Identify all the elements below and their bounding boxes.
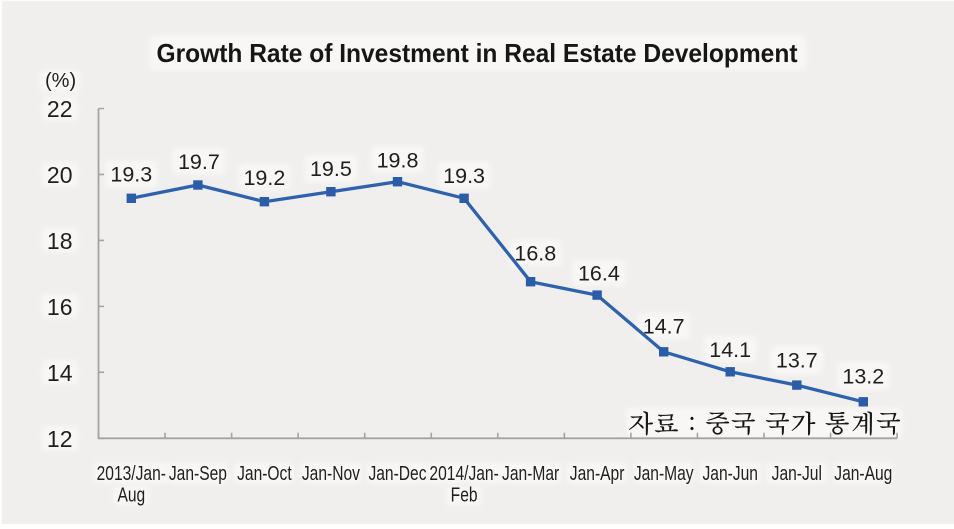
svg-text:Jan-Nov: Jan-Nov [302, 462, 360, 484]
svg-text:Jan-Dec: Jan-Dec [368, 462, 426, 484]
svg-text:Aug: Aug [117, 484, 145, 506]
svg-text:19.8: 19.8 [377, 148, 419, 172]
svg-text:2013/Jan-: 2013/Jan- [97, 462, 166, 484]
svg-text:22: 22 [47, 96, 73, 122]
svg-text:19.3: 19.3 [443, 164, 485, 188]
svg-text:Growth Rate of Investment in R: Growth Rate of Investment in Real Estate… [157, 38, 798, 68]
svg-text:Jan-Sep: Jan-Sep [169, 462, 227, 484]
svg-text:Feb: Feb [451, 484, 478, 506]
svg-text:14.7: 14.7 [643, 315, 685, 339]
svg-text:Jan-Jun: Jan-Jun [702, 462, 757, 484]
svg-text:Jan-Oct: Jan-Oct [237, 462, 292, 484]
svg-text:19.5: 19.5 [310, 157, 352, 181]
svg-text:Jan-Jul: Jan-Jul [772, 462, 822, 484]
svg-text:18: 18 [47, 228, 73, 254]
svg-text:Jan-May: Jan-May [634, 462, 694, 484]
svg-text:16: 16 [47, 294, 73, 320]
svg-text:16.4: 16.4 [578, 262, 620, 286]
svg-text:2014/Jan-: 2014/Jan- [429, 462, 498, 484]
svg-text:19.2: 19.2 [243, 166, 285, 190]
svg-text:Jan-Aug: Jan-Aug [834, 462, 892, 484]
svg-text:13.2: 13.2 [842, 365, 884, 389]
svg-text:19.7: 19.7 [178, 150, 220, 174]
svg-text:20: 20 [47, 162, 73, 188]
svg-text:14.1: 14.1 [709, 338, 751, 362]
svg-text:Jan-Mar: Jan-Mar [502, 462, 559, 484]
svg-text:12: 12 [47, 426, 73, 452]
svg-text:13.7: 13.7 [776, 349, 818, 373]
svg-text:14: 14 [47, 360, 73, 386]
svg-text:(%): (%) [45, 70, 76, 92]
svg-text:16.8: 16.8 [514, 242, 556, 266]
svg-text:Jan-Apr: Jan-Apr [570, 462, 625, 484]
svg-text:19.3: 19.3 [110, 163, 152, 187]
